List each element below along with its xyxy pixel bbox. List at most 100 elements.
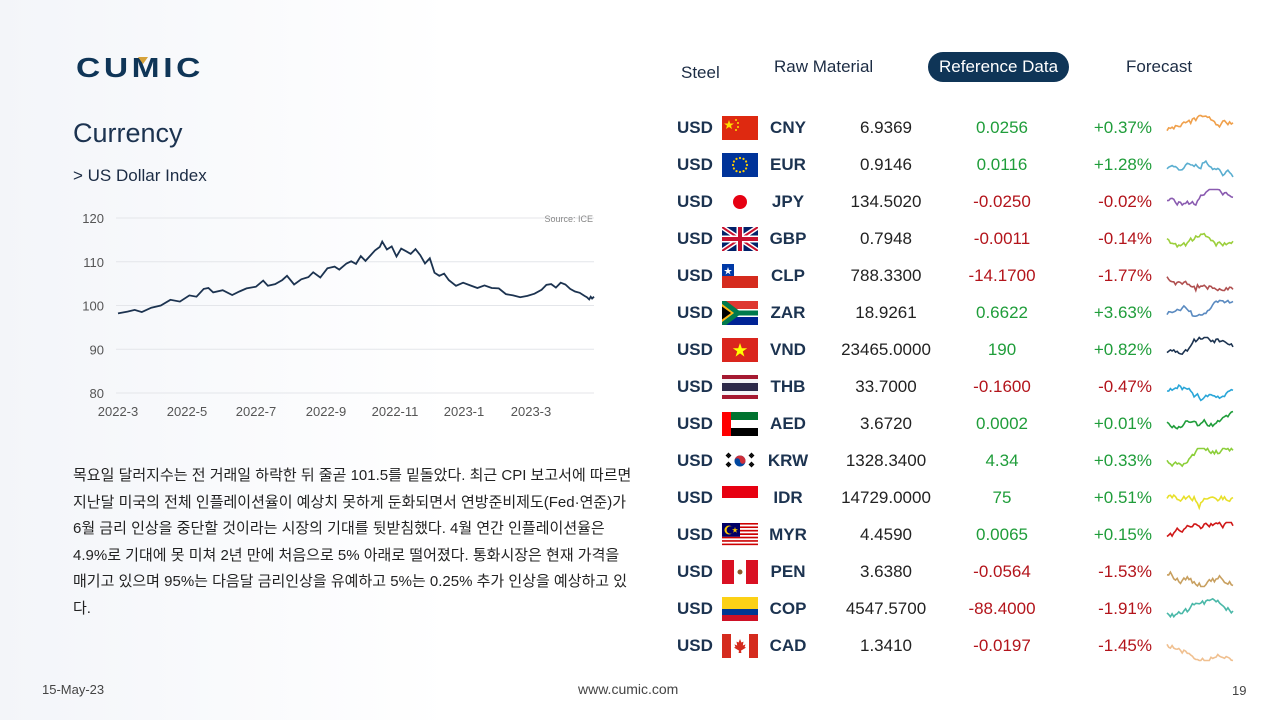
rate-change-percent: +0.51%: [1093, 488, 1152, 507]
currency-row[interactable]: USD CLP 788.3300 -14.1700 -1.77%: [672, 258, 1242, 295]
y-tick-label: 90: [90, 342, 104, 357]
nav-forecast[interactable]: Forecast: [1126, 57, 1193, 76]
rate-change: 0.0116: [976, 155, 1028, 174]
currency-code: JPY: [771, 192, 805, 211]
base-currency: USD: [677, 340, 713, 359]
currency-row[interactable]: USD IDR 14729.0000 75 +0.51%: [672, 480, 1242, 517]
nav-reference-data[interactable]: Reference Data: [928, 52, 1070, 82]
base-currency: USD: [677, 155, 713, 174]
base-currency: USD: [677, 266, 713, 285]
x-tick-label: 2022-3: [98, 404, 138, 419]
base-currency: USD: [677, 192, 713, 211]
base-currency: USD: [677, 488, 713, 507]
footer-url[interactable]: www.cumic.com: [578, 681, 679, 697]
cn-flag: [722, 116, 758, 140]
series-line: [117, 239, 595, 315]
rate-value: 6.9369: [860, 118, 912, 137]
base-currency: USD: [677, 451, 713, 470]
rate-value: 3.6380: [860, 562, 912, 581]
rate-change-percent: -1.53%: [1098, 562, 1152, 581]
currency-row[interactable]: USD VND 23465.0000 190 +0.82%: [672, 332, 1242, 369]
cl-flag: [722, 264, 758, 288]
currency-row[interactable]: USD KRW 1328.3400 4.34 +0.33%: [672, 443, 1242, 480]
pe-flag: [722, 560, 758, 584]
currency-row[interactable]: USD PEN 3.6380 -0.0564 -1.53%: [672, 554, 1242, 591]
rate-change: 0.0002: [976, 414, 1028, 433]
rate-change-percent: -1.91%: [1098, 599, 1152, 618]
rate-value: 23465.0000: [841, 340, 931, 359]
currency-row[interactable]: USD COP 4547.5700 -88.4000 -1.91%: [672, 591, 1242, 628]
currency-row[interactable]: USD EUR 0.9146 0.0116 +1.28%: [672, 147, 1242, 184]
currency-row[interactable]: USD JPY 134.5020 -0.0250 -0.02%: [672, 184, 1242, 221]
rate-value: 4.4590: [860, 525, 912, 544]
market-commentary: 목요일 달러지수는 전 거래일 하락한 뒤 줄곧 101.5를 밑돌았다. 최근…: [73, 467, 632, 617]
rate-change: 4.34: [985, 451, 1019, 470]
rate-change-percent: -1.45%: [1098, 636, 1152, 655]
currency-code: CNY: [770, 118, 806, 137]
rate-value: 18.9261: [855, 303, 917, 322]
rate-change: -14.1700: [968, 266, 1036, 285]
sparkline: [1166, 521, 1234, 538]
base-currency: USD: [677, 599, 713, 618]
currency-code: VND: [770, 340, 806, 359]
chart-source: Source: ICE: [544, 214, 593, 224]
currency-row[interactable]: USD CAD 1.3410 -0.0197 -1.45%: [672, 628, 1242, 665]
sparkline: [1166, 299, 1234, 317]
rate-value: 14729.0000: [841, 488, 931, 507]
rate-change-percent: +1.28%: [1093, 155, 1152, 174]
us-dollar-index-chart: 120 110 100 90 80 2022-3 2022-5 2022-7 2022-9 20…: [82, 211, 595, 419]
rate-change: -0.1600: [973, 377, 1031, 396]
rate-change-percent: +0.37%: [1093, 118, 1152, 137]
sparkline: [1166, 232, 1234, 249]
my-flag: [722, 523, 758, 547]
currency-row[interactable]: USD AED 3.6720 0.0002 +0.01%: [672, 406, 1242, 443]
currency-code: AED: [770, 414, 806, 433]
rate-change: 0.0256: [976, 118, 1028, 137]
rate-value: 0.7948: [860, 229, 912, 248]
y-tick-label: 110: [83, 255, 104, 270]
rate-value: 1.3410: [860, 636, 912, 655]
rate-value: 134.5020: [850, 192, 922, 211]
ca-flag: [722, 634, 758, 658]
currency-row[interactable]: USD MYR 4.4590 0.0065 +0.15%: [672, 517, 1242, 554]
currency-code: PEN: [770, 562, 806, 581]
footer-date: 15-May-23: [42, 682, 105, 697]
sparkline: [1166, 643, 1234, 662]
sparkline: [1166, 447, 1234, 468]
vn-flag: [722, 338, 758, 362]
base-currency: USD: [677, 636, 713, 655]
currency-row[interactable]: USD GBP 0.7948 -0.0011 -0.14%: [672, 221, 1242, 258]
base-currency: USD: [677, 525, 713, 544]
x-tick-label: 2023-3: [511, 404, 551, 419]
rate-change: 75: [992, 488, 1012, 507]
page-number: 19: [1232, 683, 1247, 698]
nav-steel[interactable]: Steel: [681, 63, 720, 82]
za-flag: [720, 299, 758, 327]
currency-row[interactable]: USD ZAR 18.9261 0.6622 +3.63%: [672, 295, 1242, 332]
rate-change-percent: +0.82%: [1093, 340, 1152, 359]
base-currency: USD: [677, 414, 713, 433]
sparkline: [1166, 493, 1234, 511]
rate-value: 788.3300: [850, 266, 922, 285]
sparkline: [1166, 384, 1234, 402]
th-flag: [722, 375, 758, 399]
currency-code: GBP: [769, 229, 807, 248]
gb-flag: [720, 224, 760, 254]
currency-code: KRW: [767, 451, 809, 470]
rate-change-percent: +0.01%: [1093, 414, 1152, 433]
x-tick-label: 2022-11: [372, 404, 419, 419]
cumic-logo: CUMIC: [76, 54, 201, 80]
nav-raw-material[interactable]: Raw Material: [774, 57, 874, 76]
sparkline: [1166, 188, 1234, 207]
x-tick-label: 2022-9: [306, 404, 346, 419]
rate-value: 1328.3400: [845, 451, 927, 470]
currency-row[interactable]: USD THB 33.7000 -0.1600 -0.47%: [672, 369, 1242, 406]
y-tick-label: 120: [82, 211, 104, 226]
sparkline: [1166, 276, 1234, 293]
rate-change: 0.0065: [976, 525, 1028, 544]
rate-change-percent: -0.47%: [1098, 377, 1152, 396]
currency-row[interactable]: USD CNY 6.9369 0.0256 +0.37%: [672, 110, 1242, 147]
x-tick-label: 2022-5: [167, 404, 207, 419]
page-title: Currency: [73, 118, 183, 148]
